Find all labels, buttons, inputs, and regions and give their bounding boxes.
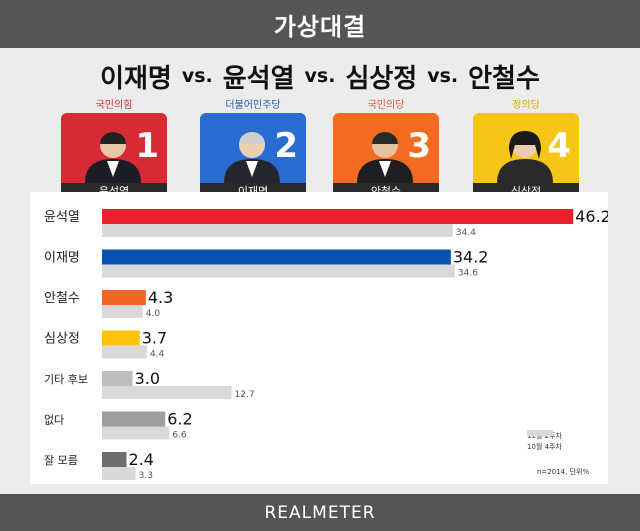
legend-item: 10월 4주차 xyxy=(527,430,597,452)
category-label: 없다 xyxy=(44,414,64,427)
bar-current xyxy=(102,371,133,386)
matchup-vs: vs. xyxy=(427,65,459,87)
header-title: 가상대결 xyxy=(273,12,367,41)
category-label: 잘 모름 xyxy=(44,454,78,467)
sample-note: n=2014, 단위% xyxy=(537,468,590,476)
bar-current xyxy=(102,411,166,427)
category-label: 기타 후보 xyxy=(44,373,88,386)
bar-previous xyxy=(102,224,453,237)
value-label-current: 46.2 xyxy=(575,207,608,226)
value-label-previous: 4.0 xyxy=(146,309,161,319)
bar-previous xyxy=(102,467,136,480)
value-label-current: 6.2 xyxy=(167,410,192,429)
value-label-previous: 12.7 xyxy=(235,390,255,400)
value-label-current: 4.3 xyxy=(148,288,173,307)
bar-previous xyxy=(102,386,232,399)
candidate-number: 4 xyxy=(547,126,571,166)
matchup-name: 심상정 xyxy=(345,63,418,94)
person-silhouette-icon xyxy=(85,132,141,183)
candidate-photo: 4 xyxy=(473,113,579,183)
party-label: 국민의당 xyxy=(367,100,405,111)
bar-current xyxy=(102,330,140,346)
value-label-current: 34.2 xyxy=(453,248,489,267)
candidate-number: 3 xyxy=(407,126,431,166)
brand-logo: REALMETER xyxy=(264,502,376,523)
matchup-name: 이재명 xyxy=(100,63,172,94)
category-label: 윤석열 xyxy=(44,210,80,225)
candidate-card: 더불어민주당 2 이재명 xyxy=(200,98,306,201)
matchup-name: 안철수 xyxy=(468,63,540,94)
legend-swatch xyxy=(527,430,553,436)
person-silhouette-icon xyxy=(224,132,280,183)
value-label-previous: 34.4 xyxy=(456,228,476,238)
value-label-current: 2.4 xyxy=(128,450,153,469)
bar-current xyxy=(102,249,451,265)
candidate-number: 2 xyxy=(274,126,298,166)
bar-previous xyxy=(102,345,147,359)
party-label: 정의당 xyxy=(512,100,540,111)
candidate-photo: 2 xyxy=(200,113,306,183)
bar-previous xyxy=(102,264,455,278)
value-label-previous: 34.6 xyxy=(458,269,478,279)
candidate-card: 국민의당 3 안철수 xyxy=(333,98,439,201)
bar-previous xyxy=(102,305,143,318)
bar-current xyxy=(102,209,574,224)
candidate-photo: 3 xyxy=(333,113,439,183)
category-label: 안철수 xyxy=(44,291,80,306)
category-label: 이재명 xyxy=(44,251,80,266)
matchup-title: 이재명 vs. 윤석열 vs. 심상정 vs. 안철수 xyxy=(0,56,640,96)
value-label-current: 3.7 xyxy=(142,329,167,348)
candidate-card: 정의당 4 심상정 xyxy=(473,98,579,201)
value-label-previous: 6.6 xyxy=(172,431,187,441)
matchup-vs: vs. xyxy=(181,65,213,87)
legend-swatch-segment xyxy=(527,430,553,436)
person-silhouette-icon xyxy=(357,132,413,183)
legend-label: 10월 4주차 xyxy=(527,442,562,451)
footer-bar: REALMETER xyxy=(0,494,640,531)
candidate-photo: 1 xyxy=(61,113,167,183)
matchup-name: 윤석열 xyxy=(222,63,295,94)
value-label-previous: 3.3 xyxy=(139,471,153,481)
header-bar: 가상대결 xyxy=(0,0,640,48)
candidate-card: 국민의힘 1 윤석열 xyxy=(61,98,167,201)
value-label-previous: 4.4 xyxy=(150,350,165,360)
chart-panel: 윤석열 46.2 34.4 이재명 34.2 34.6 안철수 4.3 4.0 심상정 3.7 4.4… xyxy=(30,192,608,484)
matchup-vs: vs. xyxy=(304,65,336,87)
category-label: 심상정 xyxy=(44,332,80,347)
bar-chart: 윤석열 46.2 34.4 이재명 34.2 34.6 안철수 4.3 4.0 심상정 3.7 4.4… xyxy=(44,207,608,481)
candidate-number: 1 xyxy=(135,126,159,166)
bar-current xyxy=(102,290,146,305)
party-label: 국민의힘 xyxy=(95,100,133,111)
bar-previous xyxy=(102,426,170,440)
person-silhouette-icon xyxy=(497,131,553,183)
bar-current xyxy=(102,452,127,467)
value-label-current: 3.0 xyxy=(135,369,160,388)
chart-legend: 11월 2주차 10월 4주차 xyxy=(527,430,597,452)
party-label: 더불어민주당 xyxy=(225,100,281,111)
